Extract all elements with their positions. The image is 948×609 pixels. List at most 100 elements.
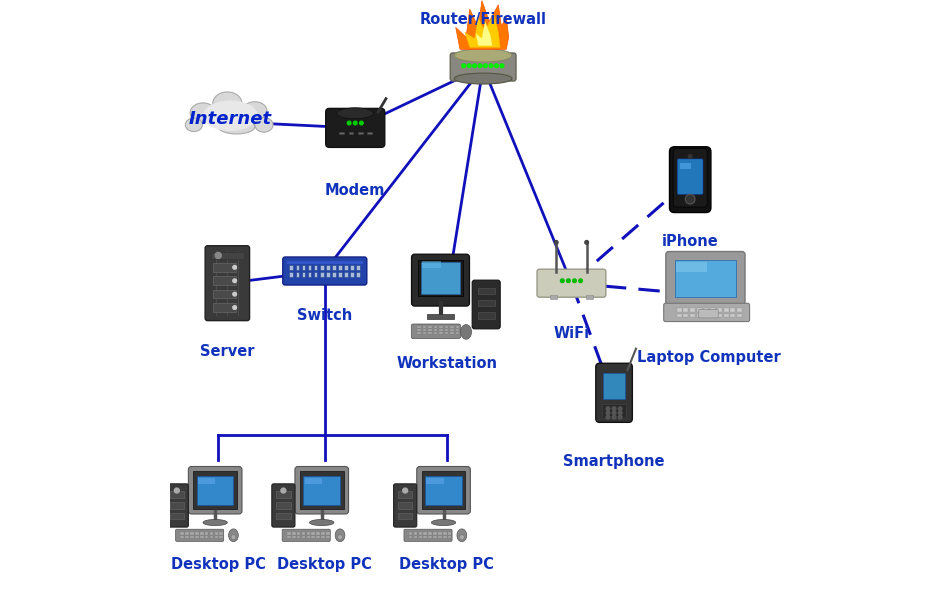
Text: Router/Firewall: Router/Firewall [420, 12, 547, 27]
FancyBboxPatch shape [301, 272, 305, 277]
FancyBboxPatch shape [417, 332, 421, 334]
FancyBboxPatch shape [283, 257, 367, 285]
Circle shape [403, 488, 408, 493]
Circle shape [174, 488, 179, 493]
FancyBboxPatch shape [191, 536, 193, 538]
FancyBboxPatch shape [710, 308, 715, 312]
Circle shape [337, 535, 342, 540]
FancyBboxPatch shape [438, 532, 442, 535]
Circle shape [555, 241, 558, 244]
Circle shape [685, 194, 695, 204]
FancyBboxPatch shape [219, 532, 223, 535]
FancyBboxPatch shape [423, 332, 427, 334]
FancyBboxPatch shape [669, 147, 711, 213]
FancyBboxPatch shape [550, 295, 556, 299]
FancyBboxPatch shape [404, 529, 452, 541]
Circle shape [281, 488, 285, 493]
FancyBboxPatch shape [422, 261, 441, 268]
FancyBboxPatch shape [326, 265, 330, 270]
FancyBboxPatch shape [214, 532, 218, 535]
FancyBboxPatch shape [319, 272, 323, 277]
FancyBboxPatch shape [684, 308, 688, 312]
FancyBboxPatch shape [595, 363, 632, 423]
Text: Switch: Switch [297, 308, 353, 323]
FancyBboxPatch shape [690, 314, 695, 317]
FancyBboxPatch shape [214, 536, 218, 538]
FancyBboxPatch shape [424, 532, 428, 535]
Text: Smartphone: Smartphone [563, 454, 665, 469]
FancyBboxPatch shape [586, 295, 593, 299]
FancyBboxPatch shape [276, 502, 291, 509]
FancyBboxPatch shape [296, 272, 300, 277]
FancyBboxPatch shape [295, 466, 349, 514]
Ellipse shape [255, 118, 273, 132]
FancyBboxPatch shape [289, 265, 293, 270]
FancyBboxPatch shape [433, 536, 437, 538]
FancyBboxPatch shape [427, 478, 444, 484]
Ellipse shape [228, 529, 238, 542]
FancyBboxPatch shape [301, 532, 305, 535]
FancyBboxPatch shape [424, 536, 428, 538]
Circle shape [585, 241, 589, 244]
Ellipse shape [203, 100, 258, 131]
FancyBboxPatch shape [413, 532, 417, 535]
FancyBboxPatch shape [738, 308, 742, 312]
FancyBboxPatch shape [210, 252, 244, 259]
FancyBboxPatch shape [332, 265, 336, 270]
FancyBboxPatch shape [314, 272, 318, 277]
Ellipse shape [310, 519, 334, 526]
FancyBboxPatch shape [308, 272, 311, 277]
FancyBboxPatch shape [447, 536, 451, 538]
Circle shape [567, 279, 570, 283]
FancyBboxPatch shape [697, 314, 702, 317]
FancyBboxPatch shape [675, 260, 736, 297]
FancyBboxPatch shape [317, 536, 319, 538]
FancyBboxPatch shape [185, 532, 189, 535]
FancyBboxPatch shape [205, 532, 209, 535]
Circle shape [354, 121, 357, 125]
Text: Server: Server [200, 344, 255, 359]
FancyBboxPatch shape [317, 532, 319, 535]
FancyBboxPatch shape [450, 332, 454, 334]
Ellipse shape [218, 119, 255, 134]
FancyBboxPatch shape [411, 255, 469, 306]
Circle shape [618, 407, 622, 410]
FancyBboxPatch shape [423, 326, 427, 328]
FancyBboxPatch shape [296, 265, 300, 270]
FancyBboxPatch shape [287, 532, 291, 535]
FancyBboxPatch shape [170, 513, 184, 519]
FancyBboxPatch shape [212, 276, 236, 285]
Circle shape [606, 415, 610, 419]
FancyBboxPatch shape [393, 484, 417, 527]
FancyBboxPatch shape [428, 332, 432, 334]
Ellipse shape [461, 325, 471, 339]
FancyBboxPatch shape [314, 265, 318, 270]
FancyBboxPatch shape [677, 314, 682, 317]
FancyBboxPatch shape [301, 265, 305, 270]
FancyBboxPatch shape [445, 329, 448, 331]
FancyBboxPatch shape [681, 163, 691, 169]
Text: Internet: Internet [189, 110, 272, 128]
Ellipse shape [337, 108, 374, 119]
FancyBboxPatch shape [356, 272, 360, 277]
FancyBboxPatch shape [165, 484, 189, 527]
Circle shape [606, 407, 610, 410]
Circle shape [231, 535, 236, 540]
FancyBboxPatch shape [338, 265, 342, 270]
FancyBboxPatch shape [664, 303, 750, 322]
Circle shape [612, 415, 616, 419]
FancyBboxPatch shape [210, 536, 213, 538]
FancyBboxPatch shape [175, 529, 224, 541]
FancyBboxPatch shape [703, 308, 708, 312]
Circle shape [347, 121, 351, 125]
FancyBboxPatch shape [304, 478, 321, 484]
FancyBboxPatch shape [723, 308, 729, 312]
Ellipse shape [203, 519, 228, 526]
FancyBboxPatch shape [428, 532, 432, 535]
FancyBboxPatch shape [311, 532, 315, 535]
FancyBboxPatch shape [417, 329, 421, 331]
FancyBboxPatch shape [417, 466, 470, 514]
FancyBboxPatch shape [434, 326, 437, 328]
Ellipse shape [191, 103, 216, 122]
FancyBboxPatch shape [200, 532, 204, 535]
